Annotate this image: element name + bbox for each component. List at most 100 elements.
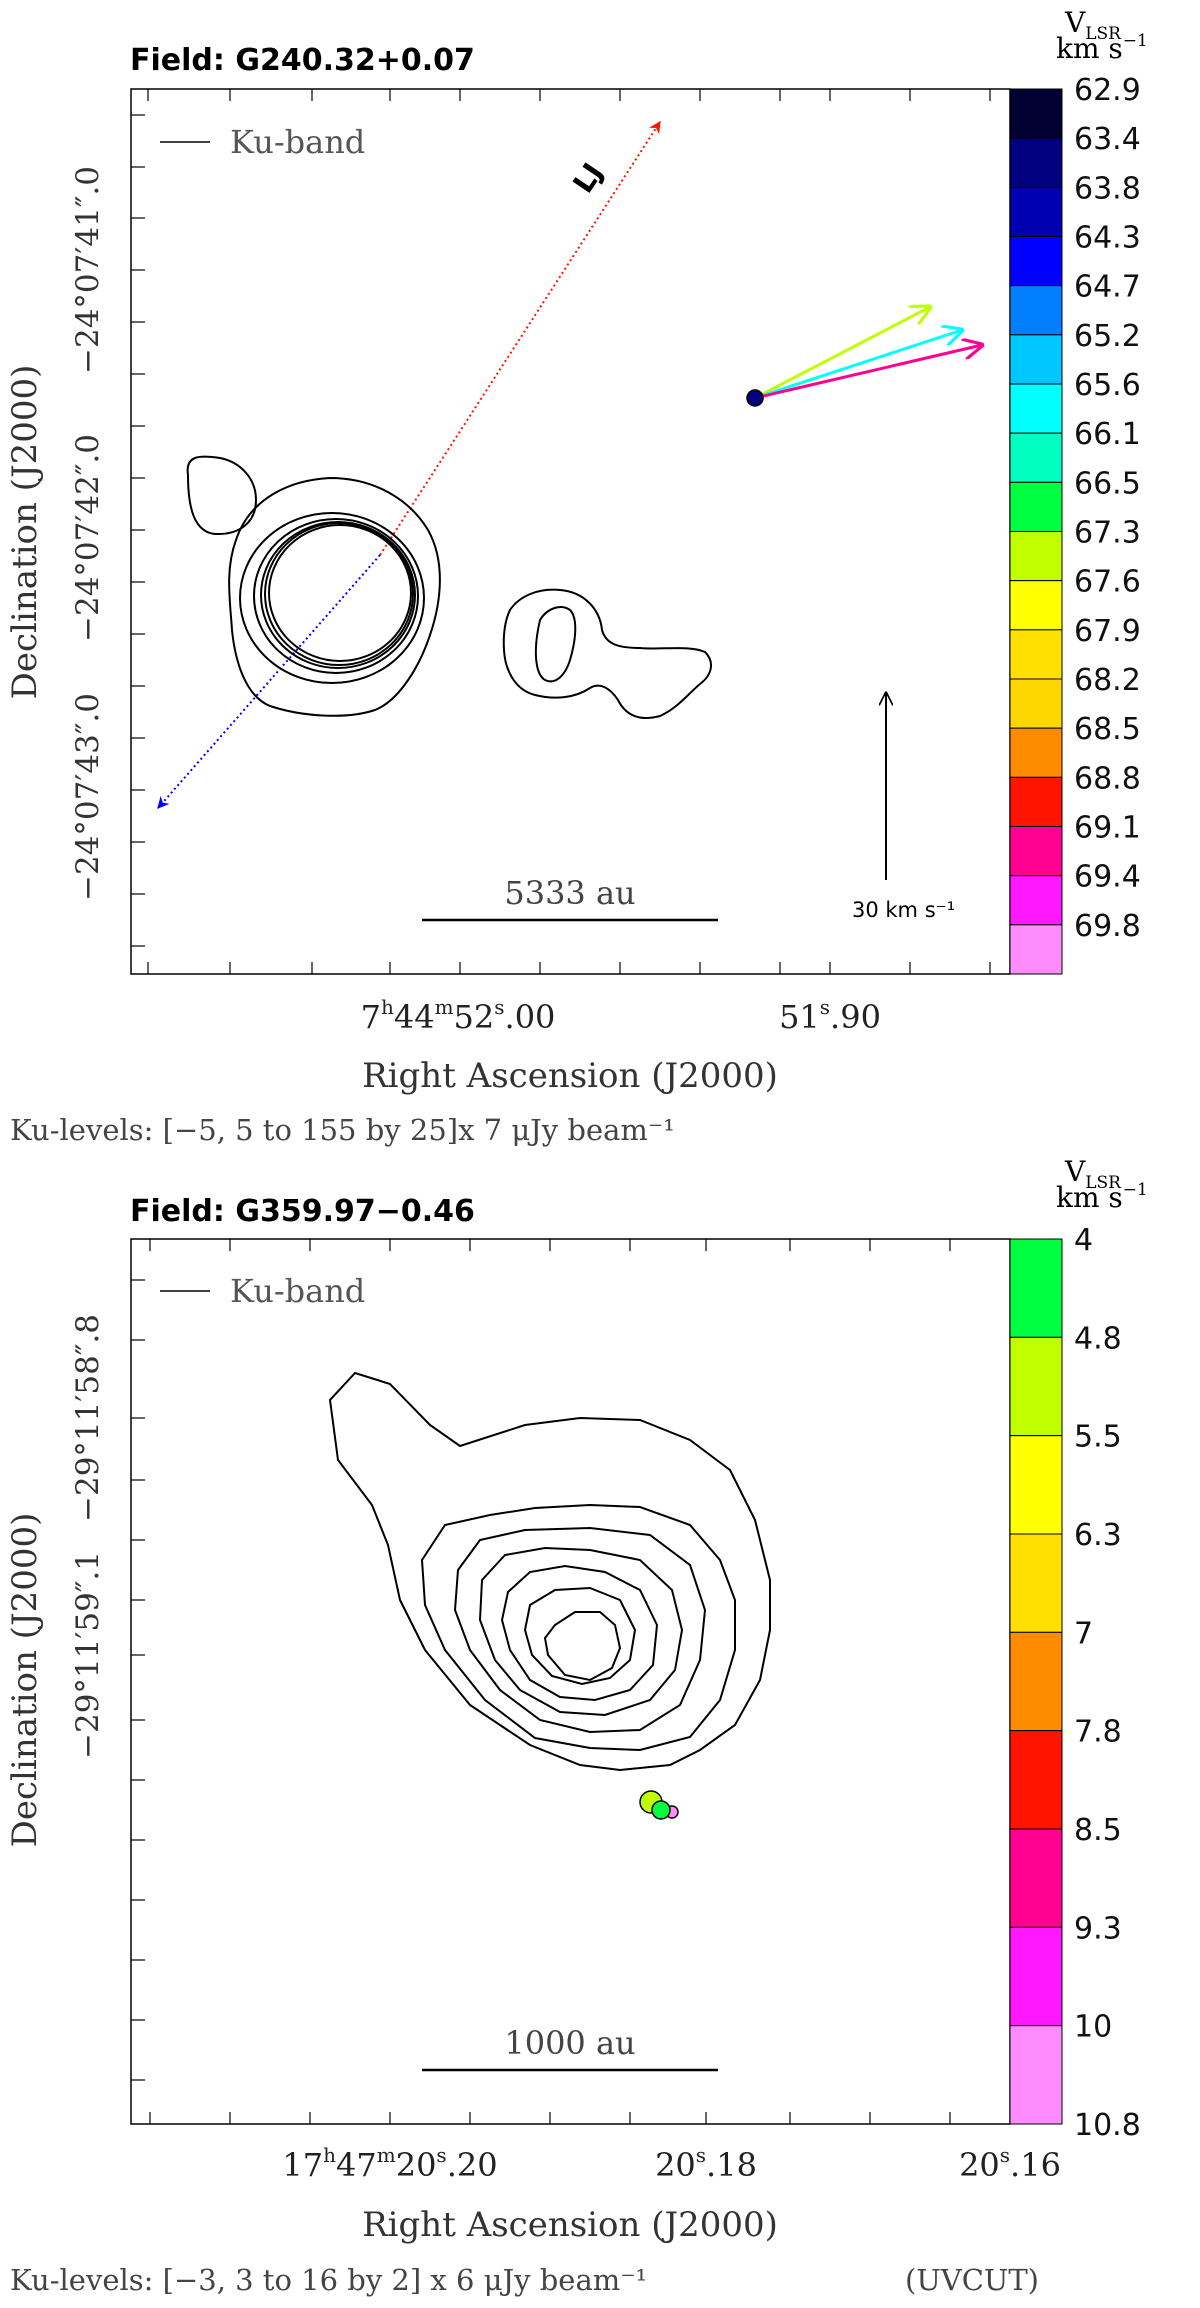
panel-2-colorbar-label: 10: [1074, 2010, 1112, 2045]
panel-2-contour-5: [500, 1564, 659, 1702]
panel-1-colorbar-label: 64.7: [1074, 270, 1141, 305]
panel-1-plot-frame: [130, 88, 1011, 975]
panel-1-colorbar-label: 67.6: [1074, 565, 1141, 600]
panel-2-colorbar-label: 6.3: [1074, 1518, 1122, 1553]
panel-2-tick-marks: [131, 1239, 951, 2124]
panel-1-colorbar-label: 65.2: [1074, 319, 1141, 354]
panel-1-x-tick-label-0: 7h44m52s.00: [361, 995, 556, 1036]
panel-1-contour-west: [186, 455, 258, 536]
panel-2-colorbar-swatch: [1009, 1730, 1063, 1830]
panel-2-contour-7: [543, 1611, 622, 1682]
panel-2-contour-2: [420, 1503, 736, 1752]
panel-2: Field: G359.97−0.46 VLSR km s−1 Ku-band …: [5, 1155, 1148, 2297]
panel-1-colorbar-swatch: [1009, 531, 1063, 582]
panel-2-colorbar-swatch: [1009, 1631, 1063, 1732]
panel-1-redshifted-outflow: [379, 120, 661, 556]
panel-2-x-tick-label-0: 17h47m20s.20: [282, 2143, 497, 2184]
panel-2-x-tick-label-2: 20s.16: [959, 2143, 1061, 2184]
panel-2-y-tick-label-1: −29°11′59″.1: [70, 1551, 106, 1759]
panel-1-maser-vector-pink: [754, 345, 982, 400]
panel-1-y-axis-label: Declination (J2000): [5, 365, 45, 700]
panel-2-colorbar: [1009, 1238, 1063, 2125]
panel-1-colorbar-label: 64.3: [1074, 221, 1141, 256]
panel-1-colorbar-label: 63.8: [1074, 171, 1141, 206]
panel-1-colorbar-unit: km s−1: [1056, 31, 1148, 65]
panel-2-footer-note: (UVCUT): [905, 2263, 1039, 2297]
panel-1-colorbar-label: 63.4: [1074, 122, 1141, 157]
panel-2-contour-3: [453, 1526, 707, 1734]
panel-1-title: Field: G240.32+0.07: [130, 43, 475, 78]
panel-1-contours: [186, 455, 712, 719]
panel-1-contour-east-inner: [534, 606, 577, 683]
panel-2-maser-spots: [639, 1790, 679, 1820]
panel-1-y-tick-label-0: −24°07′41″.0: [70, 166, 106, 374]
panel-1-colorbar-label: 68.5: [1074, 712, 1141, 747]
panel-1-colorbar-label: 68.8: [1074, 761, 1141, 796]
panel-2-colorbar-swatch: [1009, 1238, 1063, 1338]
panel-1-tick-marks: [131, 89, 991, 974]
panel-2-colorbar-label: 4.8: [1074, 1321, 1122, 1356]
panel-1-colorbar-swatch: [1009, 727, 1063, 778]
panel-1-colorbar-title: VLSR km s−1: [1056, 6, 1148, 65]
panel-1-colorbar-label: 66.5: [1074, 466, 1141, 501]
panel-2-contour-4: [478, 1546, 684, 1717]
panel-1-colorbar-swatch: [1009, 678, 1063, 729]
panel-1-colorbar-swatch: [1009, 334, 1063, 385]
panel-1-legend-label: Ku-band: [230, 123, 365, 161]
panel-1-colorbar-swatch: [1009, 776, 1063, 827]
panel-1-contour-east-outer: [502, 588, 712, 719]
panel-2-colorbar-label: 10.8: [1074, 2108, 1141, 2143]
panel-1-contour-main-6: [268, 524, 412, 662]
panel-2-colorbar-label: 5.5: [1074, 1420, 1122, 1455]
panel-1-colorbar-label: 69.1: [1074, 811, 1141, 846]
panel-1-colorbar-swatch: [1009, 432, 1063, 483]
panel-2-colorbar-swatch: [1009, 2025, 1063, 2125]
panel-2-footer: Ku-levels: [−3, 3 to 16 by 2] x 6 μJy be…: [10, 2263, 647, 2297]
panel-1-colorbar-label: 69.8: [1074, 909, 1141, 944]
panel-2-x-axis-label: Right Ascension (J2000): [362, 2205, 778, 2245]
panel-1: Field: G240.32+0.07 VLSR km s−1 Ku-band …: [5, 6, 1148, 1147]
panel-2-colorbar-title: VLSR km s−1: [1056, 1155, 1148, 1214]
panel-1-colorbar-swatch: [1009, 875, 1063, 926]
panel-1-y-tick-label-2: −24°07′43″.0: [70, 693, 106, 901]
panel-2-colorbar-swatch: [1009, 1926, 1063, 2027]
panel-1-maser-vector-lime: [754, 307, 930, 400]
panel-1-contour-main-2: [239, 512, 425, 684]
panel-1-y-tick-label-1: −24°07′42″.0: [70, 434, 106, 642]
panel-1-colorbar-label: 62.9: [1074, 73, 1141, 108]
panel-2-colorbar-swatch: [1009, 1336, 1063, 1437]
panel-1-contour-main-3: [253, 518, 419, 674]
panel-1-footer: Ku-levels: [−5, 5 to 155 by 25]x 7 μJy b…: [10, 1113, 675, 1147]
panel-1-reference-velocity-label: 30 km s⁻¹: [852, 898, 955, 922]
panel-1-colorbar-swatch: [1009, 629, 1063, 680]
panel-1-colorbar-label: 65.6: [1074, 368, 1141, 403]
panel-1-colorbar-swatch: [1009, 481, 1063, 533]
panel-2-maser-spot-green: [651, 1800, 671, 1820]
panel-1-colorbar-label: 67.3: [1074, 516, 1141, 551]
panel-1-colorbar-label: 66.1: [1074, 417, 1141, 452]
panel-2-colorbar-label: 8.5: [1074, 1813, 1122, 1848]
panel-2-colorbar-unit: km s−1: [1056, 1180, 1148, 1214]
panel-1-colorbar-label: 68.2: [1074, 663, 1141, 698]
panel-1-maser-vector-cyan: [754, 330, 962, 400]
panel-2-contour-6: [523, 1586, 637, 1686]
panel-2-contour-outer: [328, 1371, 771, 1772]
panel-1-colorbar-swatch: [1009, 924, 1063, 975]
panel-2-scale-bar-label: 1000 au: [504, 2024, 635, 2062]
panel-2-colorbar-swatch: [1009, 1533, 1063, 1633]
panel-1-contour-main-5: [264, 522, 414, 666]
panel-2-colorbar-labels: 4 4.8 5.5 6.3 7 7.8 8.5 9.3 10 10.8: [1074, 1223, 1141, 2143]
panel-1-colorbar-label: 67.9: [1074, 614, 1141, 649]
panel-1-colorbar-labels: 62.9 63.4 63.8 64.3 64.7 65.2 65.6 66.1 66.5 67.3…: [1074, 73, 1141, 944]
panel-1-colorbar-swatch: [1009, 137, 1063, 188]
panel-1-colorbar-swatch: [1009, 580, 1063, 631]
panel-1-outflow-label: LJ: [566, 157, 609, 199]
panel-1-colorbar-swatch: [1009, 826, 1063, 877]
panel-1-blueshifted-outflow: [157, 554, 381, 809]
panel-1-contour-main-outer: [228, 476, 441, 717]
panel-1-maser-velocity-vectors: [746, 307, 982, 407]
panel-1-colorbar-swatch: [1009, 236, 1063, 287]
panel-2-colorbar-label: 9.3: [1074, 1911, 1122, 1946]
panel-1-x-tick-label-1: 51s.90: [779, 995, 881, 1036]
